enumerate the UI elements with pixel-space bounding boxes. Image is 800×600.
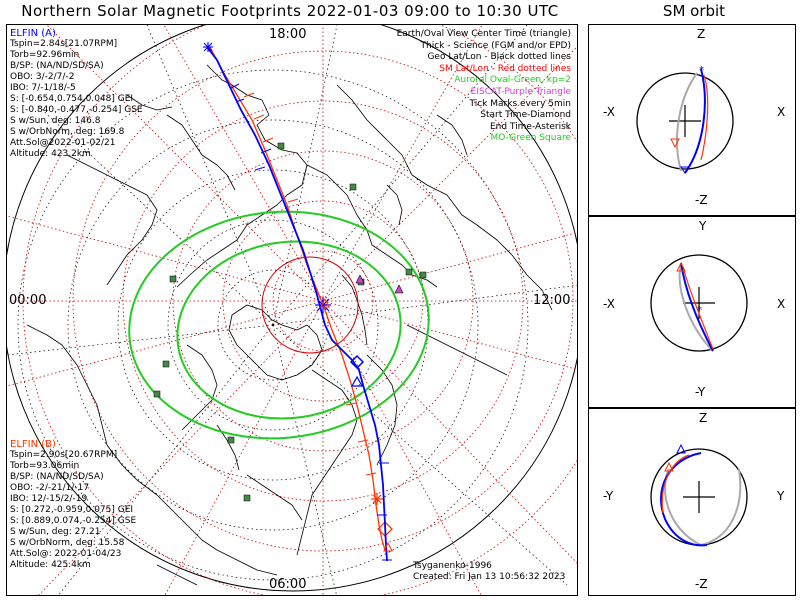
elfin-b-line: Torb=93.06min [10,461,80,471]
view-center-asterisk [315,297,331,313]
sm3-left-label: -Y [603,489,614,503]
sm1-bottom-label: -Z [695,193,708,207]
legend-item: EISCAT-Purple Triangle [470,86,571,97]
mlt-label-bottom: 06:00 [269,577,307,592]
svg-text:*: * [697,305,702,316]
coastlines [26,64,553,586]
sm3-top-label: Z [699,411,708,425]
sm-grid [7,25,577,595]
elfin-b-line: OBO: -2/-21/1/-17 [10,483,90,493]
elfin-b-line: S: [0.272,-0.959,0.075] GEI [10,505,134,515]
legend-item: Tick Marks every 5min [469,98,571,109]
horizon-circle [7,25,577,592]
legend-item: Auroral Oval-Green, kp=2 [454,75,571,86]
sm-orbit-xz-plot: * [636,65,734,174]
mlt-label-top: 18:00 [269,27,307,42]
elfin-a-line: Altitude: 423.2km [10,149,91,159]
elfin-a-line: S: [-0.840,-0.477,-0.254] GSE [10,105,143,115]
sm3-bottom-label: -Z [695,577,708,591]
sm-pole-circle [261,256,359,354]
elfin-a-ticks [230,83,392,561]
credit-model: Tsyganenko-1996 [413,561,492,571]
sm-orbit-xy-plot: * [650,254,748,352]
elfin-a-line: Tspin=2.84s[21.07RPM] [10,39,118,49]
elfin-b-line: B/SP: (NA/ND/SD/SA) [10,472,104,482]
elfin-a-name: ELFIN (A) [10,28,56,39]
legend-item: MO-Green Square [490,133,571,144]
elfin-b-line: IBO: 12/-15/2/-19 [10,494,88,504]
elfin-b-end-asterisk [371,493,383,505]
legend-item: Start Time-Diamond [480,110,571,121]
elfin-a-line: IBO: 7/-1/18/-5 [10,83,76,93]
legend-item: End Time-Asterisk [489,121,571,132]
elfin-b-line: S w/Sun, deg: 27.21 [10,527,101,537]
footprint-map-plot [7,25,577,595]
elfin-a-line: S w/Sun, deg: 146.8 [10,116,101,126]
map-legend: Earth/Oval View Center Time (triangle) T… [397,29,571,145]
sm1-right-label: X [777,105,786,119]
sm1-top-label: Z [697,27,706,41]
sm2-bottom-label: -Y [695,385,706,399]
elfin-a-line: OBO: 3/-2/7/-2 [10,72,75,82]
legend-item: Geo Lat/Lon - Black dotted lines [427,52,571,63]
footprint-map: 18:00 00:00 12:00 06:00 Earth/Oval View … [6,24,578,596]
sm-orbit-title: SM orbit [662,2,726,20]
chart-title: Northern Solar Magnetic Footprints 2022-… [21,2,559,20]
elfin-a-line: Torb=92.96min [10,50,80,60]
sm-orbit-yz-plot [650,443,748,547]
legend-item: SM Lat/Lon - Red dotted lines [439,63,571,74]
elfin-b-line: S w/OrbNorm, deg: 15.58 [10,538,125,548]
elfin-b-line: Tspin=2.90s[20.67RPM] [10,450,118,460]
sm2-right-label: X [777,297,786,311]
elfin-b-ticks [243,92,377,476]
sm3-right-label: Y [777,489,785,503]
sm-orbit-yz-panel: Z -Z -Y Y [588,408,796,596]
elfin-a-line: S w/OrbNorm, deg: 169.8 [10,127,125,137]
elfin-b-name: ELFIN (B) [10,439,56,450]
elfin-b-track [209,46,386,551]
credits: Tsyganenko-1996 Created: Fri Jan 13 10:5… [413,561,565,583]
sm2-left-label: -X [603,297,615,311]
elfin-b-line: Altitude: 425.4km [10,560,91,570]
elfin-a-line: S: [-0.654,0.754,0.048] GEI [10,94,134,104]
elfin-b-line: S: [0.889,0.074,-0.254] GSE [10,516,137,526]
svg-text:*: * [699,65,704,76]
sm-orbit-xy-panel: * Y -Y -X X [588,216,796,408]
credit-created: Created: Fri Jan 13 10:56:32 2023 [413,572,566,582]
legend-item: Thick - Science (FGM and/or EPD) [420,40,571,51]
sm2-top-label: Y [699,219,707,233]
elfin-a-track [206,46,388,562]
mlt-label-right: 12:00 [533,293,571,308]
elfin-a-info: ELFIN (A) Tspin=2.84s[21.07RPM] Torb=92.… [10,28,143,160]
elfin-b-center-triangle [320,297,330,308]
mlt-label-left: 00:00 [9,293,47,308]
elfin-b-info: ELFIN (B) Tspin=2.90s[20.67RPM] Torb=93.… [10,439,136,571]
eiscat-markers [355,274,404,294]
elfin-b-start-triangle [383,541,393,552]
sm-orbit-xz-panel: * Z -Z -X X [588,24,796,216]
legend-item: Earth/Oval View Center Time (triangle) [396,29,571,39]
sm1-left-label: -X [603,105,615,119]
elfin-a-center-triangle [350,375,364,387]
elfin-a-start-diamond [349,354,365,370]
elfin-a-line: B/SP: (NA/ND/SD/SA) [10,61,104,71]
elfin-a-line: Att.Sol@2022-01-02/21 [10,138,116,148]
elfin-a-end-asterisk [203,42,213,52]
elfin-b-line: Att.Sol@: 2022-01-04/23 [10,549,122,559]
auroral-oval [128,210,430,440]
